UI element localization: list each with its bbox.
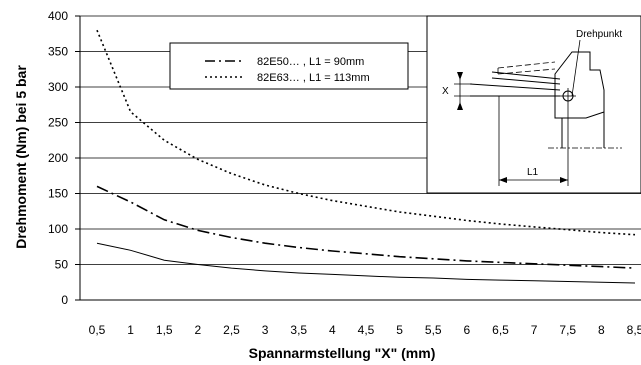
x-tick-label: 2 — [195, 323, 202, 337]
x-tick-label: 6 — [464, 323, 471, 337]
y-tick-label: 300 — [48, 80, 68, 94]
l1-arrow-left — [499, 177, 507, 183]
y-tick-label: 0 — [61, 293, 68, 307]
curves — [96, 29, 636, 284]
x-tick-label: 8,5 — [627, 323, 641, 337]
arm-upper-2 — [491, 77, 561, 85]
x-dim-arrow-top — [457, 72, 463, 80]
arm-dashed-1 — [497, 61, 556, 69]
x-tick-label: 5,5 — [425, 323, 442, 337]
y-tick-label: 150 — [48, 187, 68, 201]
inset-label-l1: L1 — [527, 167, 539, 178]
pivot-leader — [571, 39, 581, 97]
y-tick-label: 50 — [55, 258, 69, 272]
x-tick-label: 1 — [127, 323, 134, 337]
x-dim-arrow-bottom — [457, 102, 463, 110]
y-tick-label: 250 — [48, 116, 68, 130]
legend-label-82e50: 82E50… , L1 = 90mm — [257, 56, 364, 68]
legend: 82E50… , L1 = 90mm 82E63… , L1 = 113mm — [169, 42, 409, 90]
x-tick-label: 6,5 — [492, 323, 509, 337]
x-tick-label: 5 — [396, 323, 403, 337]
inset-label-x: X — [442, 86, 449, 97]
inset-diagram: Drehpunkt X L1 — [426, 15, 641, 194]
x-tick-label: 3 — [262, 323, 269, 337]
x-tick-label: 4 — [329, 323, 336, 337]
x-tick-label: 8 — [598, 323, 605, 337]
legend-label-82e63: 82E63… , L1 = 113mm — [257, 72, 370, 84]
x-tick-label: 7,5 — [559, 323, 576, 337]
x-tick-label: 3,5 — [290, 323, 307, 337]
series-line-dotted — [96, 29, 636, 236]
inset-box — [426, 15, 641, 194]
y-tick-label: 350 — [48, 45, 68, 59]
arm-lower-1 — [469, 83, 561, 91]
x-tick-labels: 0,5 1 1,5 2 2,5 3 3,5 4 4,5 5 5,5 6 6,5 7 7,5 8 8,5 — [89, 323, 641, 337]
inset-label-pivot: Drehpunkt — [576, 29, 622, 40]
series-line-solid — [96, 242, 636, 284]
x-tick-label: 1,5 — [156, 323, 173, 337]
x-tick-label: 0,5 — [89, 323, 106, 337]
clamp-bracket — [554, 51, 605, 119]
y-axis-title: Drehmoment (Nm) bei 5 bar — [13, 65, 29, 249]
y-tick-label: 100 — [48, 222, 68, 236]
y-tick-label: 400 — [48, 9, 68, 23]
series-line-dash-dot — [96, 185, 636, 269]
y-tick-labels: 0 50 100 150 200 250 300 350 400 — [48, 9, 80, 307]
legend-box — [169, 42, 409, 90]
y-tick-label: 200 — [48, 151, 68, 165]
x-tick-label: 7 — [531, 323, 538, 337]
x-tick-label: 4,5 — [358, 323, 375, 337]
x-tick-label: 2,5 — [223, 323, 240, 337]
arm-dashed-2 — [497, 68, 556, 75]
l1-arrow-right — [560, 177, 568, 183]
x-axis-title: Spannarmstellung "X" (mm) — [249, 345, 436, 361]
